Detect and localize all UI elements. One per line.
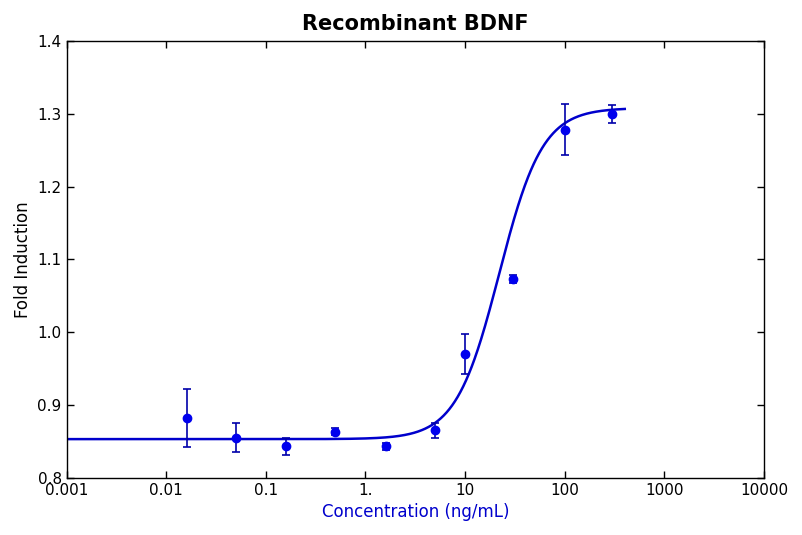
Y-axis label: Fold Induction: Fold Induction <box>14 201 32 318</box>
X-axis label: Concentration (ng/mL): Concentration (ng/mL) <box>322 503 509 521</box>
Title: Recombinant BDNF: Recombinant BDNF <box>302 14 529 34</box>
